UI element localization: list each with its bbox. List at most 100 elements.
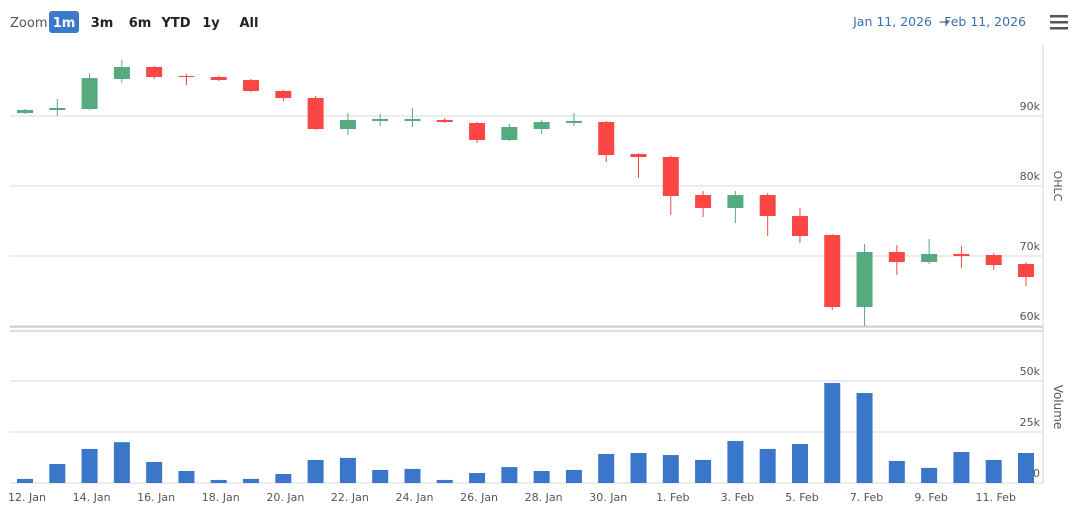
x-tick-label: 5. Feb [785, 491, 818, 504]
volume-bar [339, 457, 356, 483]
menu-bar [1050, 15, 1068, 18]
candle-body [113, 67, 130, 79]
x-tick-label: 30. Jan [589, 491, 627, 504]
volume-bar [275, 474, 292, 483]
menu-bar [1050, 27, 1068, 30]
volume-bar [791, 444, 808, 483]
axis-title: Volume [1051, 385, 1065, 430]
x-tick-label: 3. Feb [721, 491, 754, 504]
volume-bar [113, 442, 130, 483]
candle-body [533, 122, 550, 130]
candle-body [210, 77, 227, 81]
volume-bar [598, 454, 615, 483]
volume-bar [824, 383, 841, 483]
y-tick-label: 80k [1020, 170, 1041, 183]
candle-body [888, 252, 905, 263]
candle-body [469, 123, 486, 141]
candle-body [662, 157, 679, 197]
candle-body [146, 67, 163, 78]
menu-icon[interactable] [1050, 15, 1068, 30]
x-tick-label: 12. Jan [8, 491, 46, 504]
volume-bar [985, 459, 1002, 483]
volume-bar [1018, 453, 1034, 483]
x-tick-label: 16. Jan [137, 491, 175, 504]
candle-body [630, 154, 647, 158]
candle-body [275, 91, 292, 99]
volume-bar [565, 469, 582, 483]
x-tick-label: 18. Jan [202, 491, 240, 504]
zoom-button-bg[interactable] [49, 11, 79, 33]
y-tick-label: 50k [1020, 365, 1041, 378]
date-from: Jan 11, 2026 [852, 14, 932, 29]
candle-body [921, 253, 938, 263]
candle-body [791, 216, 808, 236]
y-tick-label: 25k [1020, 416, 1041, 429]
candle-body [404, 119, 421, 121]
candle-body [598, 122, 615, 155]
x-tick-label: 26. Jan [460, 491, 498, 504]
volume-bar [888, 460, 905, 483]
zoom-button[interactable]: 1y [202, 16, 220, 31]
axis-title: OHLC [1051, 171, 1064, 202]
volume-bar [759, 448, 776, 483]
y-tick-label: 60k [1020, 310, 1041, 323]
date-to: Feb 11, 2026 [944, 14, 1026, 29]
candle-body [307, 98, 324, 130]
zoom-button[interactable]: 6m [129, 16, 152, 31]
volume-bar [953, 451, 970, 483]
volume-bar [17, 478, 33, 483]
y-tick-label: 90k [1020, 100, 1041, 113]
candle-body [985, 255, 1002, 266]
volume-bar [469, 473, 486, 483]
volume-bar [146, 461, 163, 483]
volume-bar [630, 453, 647, 483]
volume-bar [210, 479, 227, 483]
zoom-button[interactable]: All [240, 16, 259, 31]
candle-body [81, 77, 98, 109]
candle-body [565, 120, 582, 123]
zoom-button[interactable]: 1m [53, 16, 76, 31]
zoom-label: Zoom [10, 16, 47, 31]
candle-body [1018, 263, 1034, 277]
volume-bar [404, 468, 421, 483]
volume-bar [921, 467, 938, 483]
x-tick-label: 14. Jan [73, 491, 111, 504]
volume-bar [856, 393, 873, 483]
candle-body [501, 126, 518, 141]
candle-body [759, 195, 776, 217]
candle-body [856, 252, 873, 308]
candle-body [727, 195, 744, 208]
volume-bar [662, 455, 679, 483]
date-separator: → [939, 14, 949, 29]
candle-body [339, 119, 356, 130]
zoom-button[interactable]: 3m [91, 16, 114, 31]
volume-bar [372, 469, 389, 483]
x-tick-label: 9. Feb [914, 491, 947, 504]
volume-bar [178, 470, 195, 483]
x-tick-label: 1. Feb [656, 491, 689, 504]
x-tick-label: 7. Feb [850, 491, 883, 504]
zoom-button[interactable]: YTD [160, 16, 190, 31]
candle-body [436, 119, 453, 123]
x-tick-label: 28. Jan [525, 491, 563, 504]
volume-bar [436, 479, 453, 483]
menu-bar [1050, 21, 1068, 24]
x-tick-label: 20. Jan [266, 491, 304, 504]
candle-body [824, 235, 841, 308]
candle-body [243, 80, 260, 92]
volume-bar [243, 478, 260, 483]
x-tick-label: 11. Feb [975, 491, 1015, 504]
candle-body [49, 108, 66, 110]
volume-bar [533, 470, 550, 483]
candle-body [953, 253, 970, 256]
volume-bar [49, 464, 66, 483]
y-tick-label: 70k [1020, 240, 1041, 253]
volume-bar [81, 448, 98, 483]
candle-body [17, 109, 33, 113]
candle-body [695, 195, 712, 208]
volume-bar [501, 467, 518, 483]
x-tick-label: 24. Jan [396, 491, 434, 504]
candle-body [372, 119, 389, 121]
